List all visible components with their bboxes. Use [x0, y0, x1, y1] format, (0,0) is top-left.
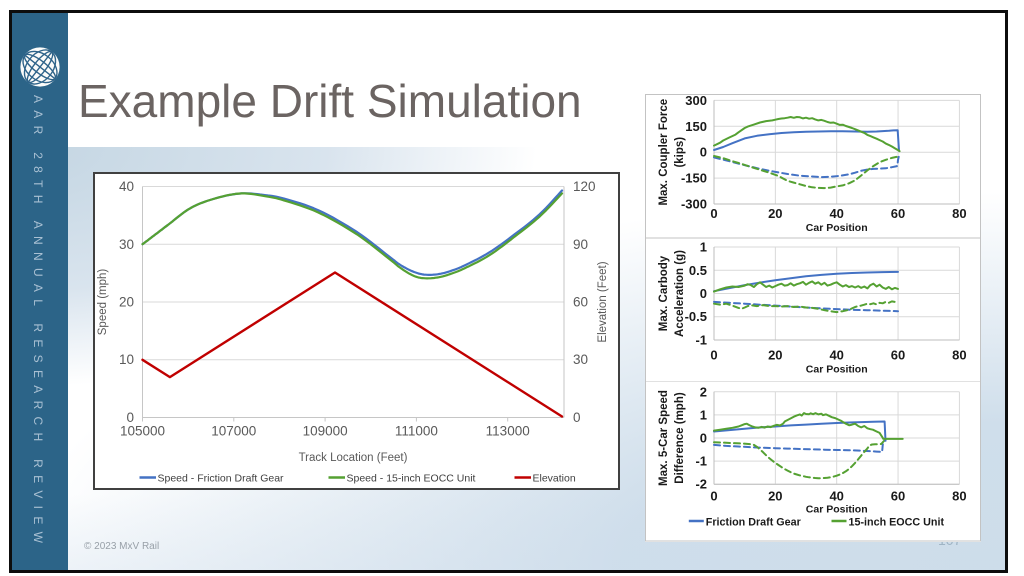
svg-text:40: 40: [119, 179, 134, 194]
svg-text:60: 60: [891, 206, 905, 221]
svg-text:Elevation (Feet): Elevation (Feet): [597, 261, 609, 342]
svg-text:300: 300: [685, 94, 707, 108]
svg-text:20: 20: [768, 206, 782, 221]
svg-text:0: 0: [573, 410, 581, 425]
svg-text:0: 0: [710, 347, 717, 362]
svg-text:-1: -1: [695, 332, 707, 347]
svg-text:0: 0: [700, 431, 707, 446]
svg-text:Speed - 15-inch EOCC Unit: Speed - 15-inch EOCC Unit: [347, 473, 476, 485]
svg-text:Track Location (Feet): Track Location (Feet): [299, 452, 408, 464]
svg-text:20: 20: [119, 295, 134, 310]
svg-text:Max. Coupler Force: Max. Coupler Force: [658, 99, 670, 206]
svg-text:Acceleration (g): Acceleration (g): [674, 249, 686, 336]
svg-text:20: 20: [768, 489, 782, 504]
svg-text:105000: 105000: [120, 424, 165, 439]
svg-text:80: 80: [952, 489, 966, 504]
svg-text:107000: 107000: [211, 424, 256, 439]
svg-text:40: 40: [829, 206, 843, 221]
svg-text:Friction Draft Gear: Friction Draft Gear: [706, 517, 802, 529]
svg-text:Speed - Friction Draft Gear: Speed - Friction Draft Gear: [158, 473, 285, 485]
svg-text:1: 1: [700, 239, 707, 254]
svg-text:Car Position: Car Position: [806, 222, 868, 234]
svg-text:Difference (mph): Difference (mph): [674, 392, 686, 484]
svg-text:40: 40: [829, 347, 843, 362]
svg-text:150: 150: [685, 119, 707, 134]
svg-text:0.5: 0.5: [689, 262, 707, 277]
svg-text:0: 0: [710, 206, 717, 221]
svg-text:Elevation: Elevation: [533, 473, 576, 485]
svg-text:80: 80: [952, 347, 966, 362]
svg-text:Max. 5-Car Speed: Max. 5-Car Speed: [658, 390, 670, 486]
svg-text:60: 60: [891, 347, 905, 362]
svg-text:60: 60: [891, 489, 905, 504]
svg-text:Car Position: Car Position: [806, 504, 868, 516]
svg-text:Car Position: Car Position: [806, 363, 868, 375]
svg-text:0: 0: [700, 286, 707, 301]
svg-text:80: 80: [952, 206, 966, 221]
svg-text:20: 20: [768, 347, 782, 362]
svg-text:113000: 113000: [486, 424, 530, 439]
svg-text:-1: -1: [695, 454, 707, 469]
svg-text:-2: -2: [695, 477, 707, 492]
svg-text:111000: 111000: [395, 424, 438, 439]
svg-text:120: 120: [573, 179, 596, 194]
svg-text:Speed (mph): Speed (mph): [97, 269, 109, 336]
svg-text:(kips): (kips): [674, 137, 686, 168]
svg-text:-300: -300: [681, 197, 707, 212]
svg-text:30: 30: [119, 237, 134, 252]
svg-text:Max. Carbody: Max. Carbody: [658, 255, 670, 331]
svg-text:2: 2: [700, 384, 707, 399]
svg-text:-0.5: -0.5: [685, 309, 707, 324]
svg-text:90: 90: [573, 237, 588, 252]
svg-text:109000: 109000: [303, 424, 348, 439]
svg-text:15-inch EOCC Unit: 15-inch EOCC Unit: [849, 517, 945, 529]
svg-text:40: 40: [829, 489, 843, 504]
svg-text:10: 10: [119, 352, 134, 367]
svg-text:-150: -150: [681, 171, 707, 186]
svg-text:1: 1: [700, 407, 707, 422]
svg-text:0: 0: [126, 410, 134, 425]
svg-text:0: 0: [700, 145, 707, 160]
svg-text:60: 60: [573, 295, 588, 310]
svg-text:0: 0: [710, 489, 717, 504]
svg-text:30: 30: [573, 352, 588, 367]
